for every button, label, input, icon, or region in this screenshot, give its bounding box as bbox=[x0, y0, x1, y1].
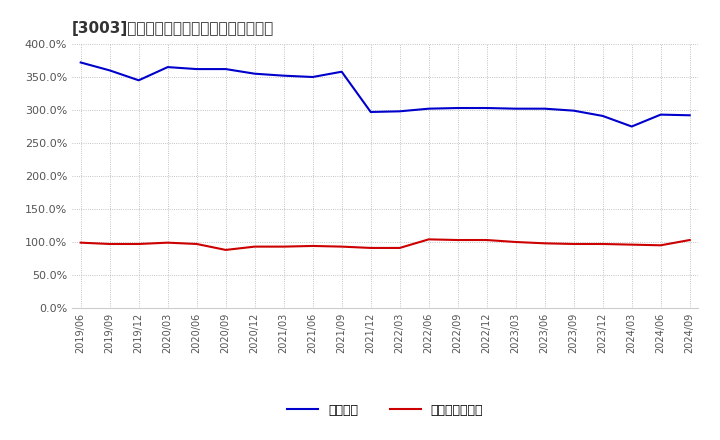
Line: 固定比率: 固定比率 bbox=[81, 62, 690, 127]
固定比率 bbox=[454, 105, 462, 110]
固定比率 bbox=[511, 106, 520, 111]
固定比率 bbox=[76, 60, 85, 65]
固定比率 bbox=[570, 108, 578, 113]
固定比率 bbox=[685, 113, 694, 118]
固定長期適合率 bbox=[105, 241, 114, 246]
固定比率 bbox=[366, 109, 375, 114]
固定比率 bbox=[163, 64, 172, 70]
固定比率 bbox=[251, 71, 259, 76]
固定比率 bbox=[135, 77, 143, 83]
固定長期適合率 bbox=[570, 241, 578, 246]
固定比率 bbox=[541, 106, 549, 111]
Legend: 固定比率, 固定長期適合率: 固定比率, 固定長期適合率 bbox=[282, 399, 488, 422]
固定長期適合率 bbox=[135, 241, 143, 246]
固定長期適合率 bbox=[541, 241, 549, 246]
Line: 固定長期適合率: 固定長期適合率 bbox=[81, 239, 690, 250]
固定長期適合率 bbox=[308, 243, 317, 249]
固定比率 bbox=[221, 66, 230, 72]
固定長期適合率 bbox=[395, 246, 404, 251]
固定長期適合率 bbox=[511, 239, 520, 245]
固定長期適合率 bbox=[685, 238, 694, 243]
固定長期適合率 bbox=[192, 241, 201, 246]
固定長期適合率 bbox=[338, 244, 346, 249]
固定比率 bbox=[657, 112, 665, 117]
固定長期適合率 bbox=[221, 247, 230, 253]
固定比率 bbox=[192, 66, 201, 72]
固定比率 bbox=[279, 73, 288, 78]
固定比率 bbox=[308, 74, 317, 80]
固定長期適合率 bbox=[76, 240, 85, 245]
固定長期適合率 bbox=[163, 240, 172, 245]
固定比率 bbox=[598, 113, 607, 118]
固定比率 bbox=[627, 124, 636, 129]
固定長期適合率 bbox=[424, 237, 433, 242]
固定長期適合率 bbox=[454, 238, 462, 243]
固定長期適合率 bbox=[482, 238, 491, 243]
固定長期適合率 bbox=[366, 246, 375, 251]
固定長期適合率 bbox=[251, 244, 259, 249]
固定長期適合率 bbox=[627, 242, 636, 247]
固定比率 bbox=[424, 106, 433, 111]
固定比率 bbox=[338, 69, 346, 74]
固定長期適合率 bbox=[657, 243, 665, 248]
固定比率 bbox=[395, 109, 404, 114]
固定比率 bbox=[105, 68, 114, 73]
固定長期適合率 bbox=[279, 244, 288, 249]
固定長期適合率 bbox=[598, 241, 607, 246]
固定比率 bbox=[482, 105, 491, 110]
Text: [3003]　固定比率、固定長期適合率の推移: [3003] 固定比率、固定長期適合率の推移 bbox=[72, 21, 274, 36]
